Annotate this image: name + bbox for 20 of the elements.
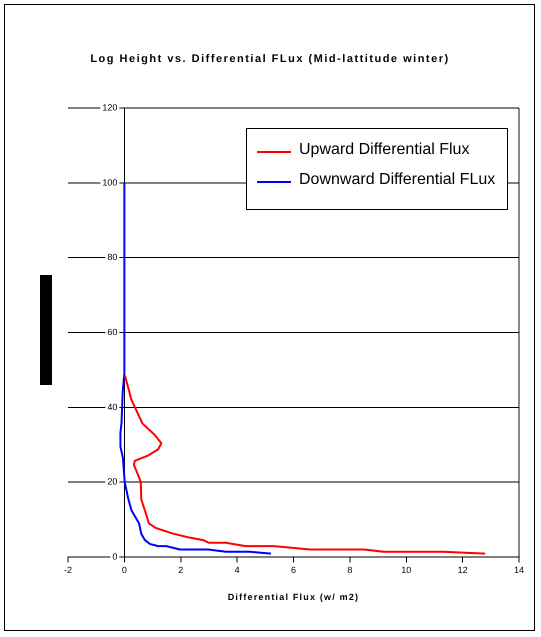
- x-tick-label: 6: [290, 564, 296, 575]
- x-tick-label: 2: [178, 564, 184, 575]
- x-axis-title: Differential Flux (w/ m2): [226, 592, 360, 602]
- x-tick-label: 0: [122, 564, 127, 575]
- x-tick-label: 8: [347, 564, 352, 575]
- y-tick-label: 40: [107, 402, 118, 412]
- chart-title: Log Height vs. Differential FLux (Mid-lattitude winter): [90, 52, 450, 67]
- x-tick-label: 12: [458, 564, 468, 575]
- y-tick-label: 60: [107, 326, 118, 337]
- x-tick-label: 14: [514, 564, 524, 575]
- y-tick-label: 100: [102, 177, 118, 188]
- y-tick-label: 120: [102, 102, 118, 112]
- y-tick-label: 0: [112, 551, 118, 562]
- x-tick-label: 4: [234, 564, 240, 575]
- x-tick-label: -2: [64, 564, 72, 575]
- y-tick-label: 80: [107, 252, 118, 262]
- legend-label: Upward Differential Flux: [299, 141, 470, 159]
- x-tick-label: 10: [401, 564, 412, 575]
- legend-label: Downward Differential FLux: [299, 171, 496, 189]
- y-tick-label: 20: [107, 476, 118, 487]
